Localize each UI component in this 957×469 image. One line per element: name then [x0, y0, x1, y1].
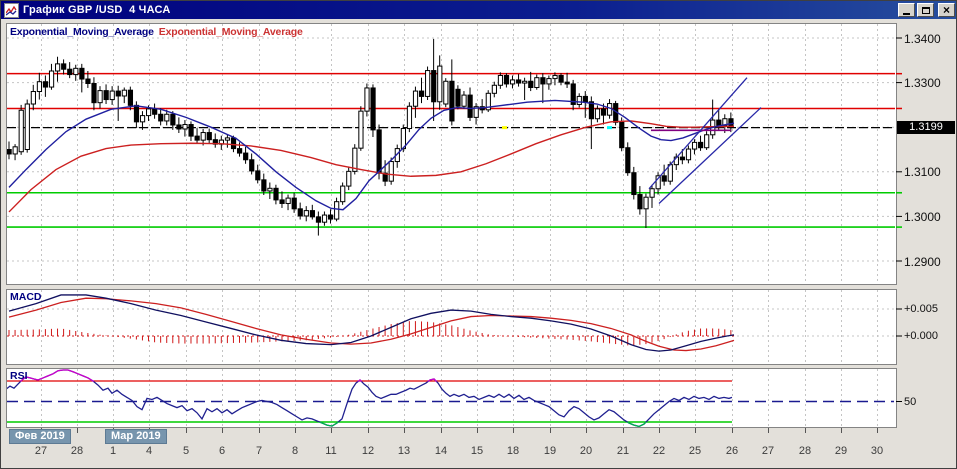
x-axis-day-label: 27	[761, 445, 775, 457]
macd-layer	[7, 290, 895, 363]
maximize-icon	[921, 6, 930, 14]
x-axis-day-label: 11	[325, 445, 337, 457]
price-axis-label: 1.2900	[904, 254, 941, 269]
price-axis-label: 1.3400	[904, 31, 941, 46]
price-axis-label: 1.3100	[904, 165, 941, 180]
price-axis-label: 1.3300	[904, 76, 941, 91]
chart-icon	[4, 2, 19, 18]
rsi-panel-label: RSI	[10, 370, 28, 382]
x-axis-day-label: 1	[109, 445, 117, 457]
x-axis-day-label: 4	[145, 445, 153, 457]
x-axis-day-label: 19	[543, 445, 557, 457]
macd-panel-label: MACD	[10, 291, 42, 303]
minimize-button[interactable]	[898, 3, 915, 17]
x-axis-day-label: 20	[579, 445, 593, 457]
x-axis-day-label: 8	[291, 445, 299, 457]
x-axis-day-label: 18	[506, 445, 520, 457]
macd-axis-label: +0.005	[904, 303, 938, 315]
x-axis-day-label: 30	[870, 445, 884, 457]
x-axis-day-label: 7	[255, 445, 263, 457]
x-axis-day-label: 27	[34, 445, 48, 457]
ema-fast-legend: Exponential_Moving_Average	[10, 26, 154, 38]
x-axis-day-label: 14	[434, 445, 448, 457]
candles-layer	[7, 38, 734, 236]
current-price-label: 1.3199	[897, 121, 955, 135]
x-axis-day-label: 15	[470, 445, 484, 457]
rsi-layer	[7, 369, 894, 427]
macd-axis-label: +0.000	[904, 330, 938, 342]
x-axis-day-label: 25	[688, 445, 702, 457]
x-axis-day-label: 28	[798, 445, 812, 457]
indicator-legend: Exponential_Moving_Average Exponential_M…	[10, 26, 303, 38]
title-bar[interactable]: График GBP /USD 4 ЧАСА ×	[1, 1, 956, 19]
minimize-icon	[903, 12, 910, 15]
x-axis-day-label: 29	[834, 445, 848, 457]
price-axis-label: 1.3000	[904, 209, 941, 224]
x-axis-day-label: 12	[361, 445, 375, 457]
close-icon: ×	[942, 3, 950, 17]
rsi-axis-label: 50	[904, 395, 917, 408]
month-badge: Фев 2019	[9, 429, 71, 444]
window-controls: ×	[896, 3, 955, 17]
x-axis-day-label: 21	[616, 445, 630, 457]
ema-slow-legend: Exponential_Moving_Average	[158, 26, 303, 38]
x-axis-day-label: 28	[70, 445, 84, 457]
main-chart-layer	[7, 24, 895, 283]
rsi-panel[interactable]	[6, 368, 897, 428]
maximize-button[interactable]	[917, 3, 934, 17]
x-axis-day-label: 6	[218, 445, 226, 457]
channel-upper-trendline[interactable]	[648, 77, 748, 190]
channel-lower-trendline[interactable]	[658, 107, 762, 204]
x-axis-day-label: 26	[725, 445, 739, 457]
x-axis-day-label: 22	[652, 445, 666, 457]
month-badge: Мар 2019	[105, 429, 167, 444]
window-title: График GBP /USD 4 ЧАСА	[23, 4, 171, 16]
x-axis-day-label: 13	[397, 445, 411, 457]
close-button[interactable]: ×	[938, 3, 955, 17]
x-axis-day-label: 5	[182, 445, 190, 457]
